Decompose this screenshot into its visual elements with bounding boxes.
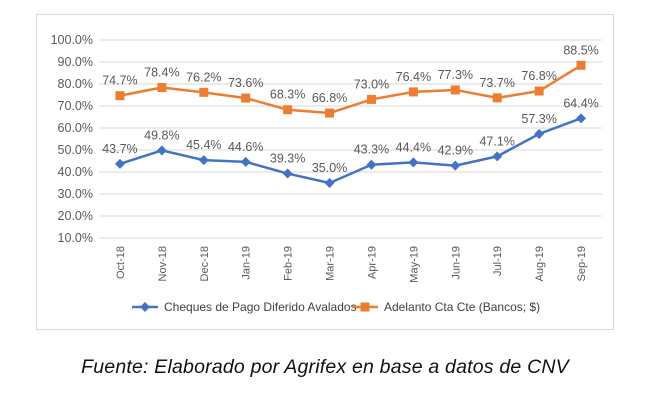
data-label: 64.4%: [563, 96, 598, 110]
data-point-square: [576, 60, 586, 70]
y-tick-label: 20.0%: [58, 209, 93, 223]
data-point-diamond: [492, 151, 503, 162]
data-label: 66.8%: [312, 91, 347, 105]
data-point-diamond: [114, 158, 125, 169]
y-tick-label: 50.0%: [58, 143, 93, 157]
x-tick-label: Mar-19: [325, 246, 337, 281]
y-tick-label: 100.0%: [51, 33, 93, 47]
data-label: 74.7%: [102, 74, 137, 88]
data-label: 76.2%: [186, 70, 221, 84]
y-tick-label: 70.0%: [58, 99, 93, 113]
data-point-square: [115, 91, 125, 101]
data-point-square: [366, 94, 376, 104]
data-label: 44.6%: [228, 140, 263, 154]
data-point-diamond: [240, 156, 251, 167]
data-label: 45.4%: [186, 138, 221, 152]
x-tick-label: May-19: [408, 246, 420, 283]
data-label: 47.1%: [479, 134, 514, 148]
x-tick-label: Dec-18: [199, 246, 211, 281]
data-point-diamond: [576, 113, 587, 124]
series-line: [119, 117, 582, 185]
x-tick-label: Apr-19: [366, 246, 378, 279]
series-line: [119, 64, 582, 115]
chart-frame: 10.0% 20.0% 30.0% 40.0% 50.0% 60.0% 70.0% 80.0%…: [36, 14, 614, 330]
x-tick-label: Jan-19: [241, 246, 253, 280]
data-point-square: [325, 108, 335, 118]
data-label: 42.9%: [438, 144, 473, 158]
data-label: 73.7%: [479, 76, 514, 90]
data-label: 73.0%: [354, 77, 389, 91]
data-point-square: [492, 93, 502, 103]
data-label: 39.3%: [270, 152, 305, 166]
y-tick-label: 90.0%: [58, 55, 93, 69]
x-tick-label: Jun-19: [450, 246, 462, 280]
data-point-diamond: [408, 157, 419, 168]
legend-marker-diamond: [140, 302, 150, 312]
data-point-diamond: [534, 128, 545, 139]
y-tick-label: 30.0%: [58, 187, 93, 201]
data-point-diamond: [366, 159, 377, 170]
data-point-diamond: [282, 168, 293, 179]
x-tick-label: Sep-19: [576, 246, 588, 281]
data-point-diamond: [156, 145, 167, 156]
data-point-square: [199, 87, 209, 97]
data-point-square: [157, 83, 167, 93]
data-label: 76.4%: [396, 70, 431, 84]
line-chart: 10.0% 20.0% 30.0% 40.0% 50.0% 60.0% 70.0% 80.0%…: [51, 33, 602, 314]
source-caption: Fuente: Elaborado por Agrifex en base a …: [81, 356, 569, 378]
y-tick-label: 60.0%: [58, 121, 93, 135]
data-point-square: [283, 105, 293, 115]
data-label: 73.6%: [228, 76, 263, 90]
data-label: 88.5%: [563, 43, 598, 57]
y-tick-label: 10.0%: [58, 231, 93, 245]
legend-marker-square: [360, 302, 370, 312]
data-point-diamond: [324, 178, 335, 188]
x-tick-label: Oct-18: [115, 246, 127, 279]
data-label: 44.4%: [396, 140, 431, 154]
y-tick-label: 80.0%: [58, 77, 93, 91]
x-tick-label: Aug-19: [534, 246, 546, 281]
data-label: 43.3%: [354, 143, 389, 157]
data-label: 68.3%: [270, 88, 305, 102]
data-label: 35.0%: [312, 161, 347, 175]
data-point-diamond: [198, 155, 209, 166]
data-point-square: [450, 85, 460, 95]
data-point-diamond: [450, 160, 461, 171]
y-tick-label: 40.0%: [58, 165, 93, 179]
legend-label: Adelanto Cta Cte (Bancos; $): [384, 300, 540, 314]
data-label: 78.4%: [144, 66, 179, 80]
data-label: 43.7%: [102, 142, 137, 156]
data-label: 76.8%: [521, 69, 556, 83]
data-label: 57.3%: [521, 112, 556, 126]
data-point-square: [408, 87, 418, 97]
x-tick-label: Jul-19: [492, 246, 504, 276]
data-point-square: [241, 93, 251, 103]
x-tick-label: Feb-19: [283, 246, 295, 281]
x-tick-label: Nov-18: [157, 246, 169, 281]
legend-label: Cheques de Pago Diferido Avalados: [164, 300, 357, 314]
data-label: 49.8%: [144, 128, 179, 142]
data-label: 77.3%: [438, 68, 473, 82]
data-point-square: [534, 86, 544, 96]
